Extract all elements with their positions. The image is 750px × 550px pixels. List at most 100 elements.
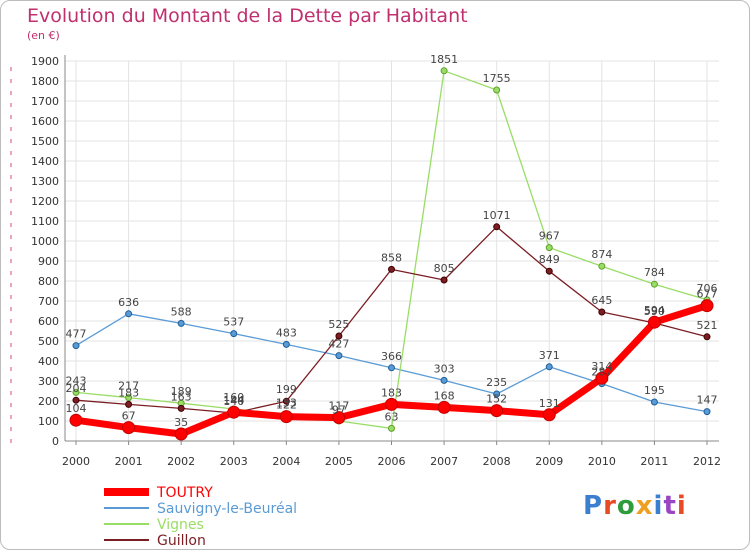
logo-letter: o [616, 491, 636, 521]
data-label: 1071 [483, 209, 511, 222]
data-label: 152 [486, 393, 507, 406]
y-tick-label: 100 [38, 415, 59, 428]
data-label: 67 [122, 410, 136, 423]
data-label: 163 [171, 390, 192, 403]
data-label: 636 [118, 296, 139, 309]
data-label: 677 [697, 288, 718, 301]
data-label: 706 [697, 282, 718, 295]
data-label: 131 [539, 397, 560, 410]
y-tick-label: 1700 [31, 95, 59, 108]
data-label: 874 [591, 248, 612, 261]
data-label: 784 [644, 266, 665, 279]
data-label: 140 [223, 395, 244, 408]
data-point-vignes [493, 86, 501, 94]
y-tick-label: 400 [38, 355, 59, 368]
data-point-guillon [545, 267, 553, 275]
y-tick-label: 600 [38, 315, 59, 328]
data-point-toutry [385, 397, 398, 411]
data-label: 144 [223, 394, 244, 407]
logo-letter: t [663, 491, 677, 521]
data-point-toutry [542, 408, 556, 422]
data-point-sauvigny-le-beureal [545, 363, 553, 371]
data-point-vignes [440, 67, 448, 75]
x-tick-label: 2009 [535, 455, 563, 468]
chart-subtitle: (en €) [27, 29, 60, 42]
data-point-vignes [388, 424, 395, 432]
y-tick-label: 1500 [31, 135, 59, 148]
y-tick-label: 700 [38, 295, 59, 308]
data-label: 967 [539, 230, 560, 243]
data-point-vignes [545, 244, 553, 252]
data-point-toutry [69, 413, 83, 427]
data-point-sauvigny-le-beureal [650, 398, 658, 406]
data-label: 1851 [430, 53, 458, 66]
data-label: 525 [328, 318, 349, 331]
y-tick-label: 1300 [31, 175, 59, 188]
data-point-guillon [177, 404, 185, 412]
data-label: 122 [276, 399, 297, 412]
data-point-sauvigny-le-beureal [177, 319, 185, 327]
data-point-guillon [598, 308, 606, 316]
logo-letter: x [635, 491, 654, 521]
x-tick-label: 2001 [115, 455, 143, 468]
chart-title: Evolution du Montant de la Dette par Hab… [27, 5, 468, 27]
data-point-sauvigny-le-beureal [282, 340, 290, 348]
data-label: 199 [276, 383, 297, 396]
data-label: 189 [171, 385, 192, 398]
data-label: 427 [328, 338, 349, 351]
data-point-vignes [72, 388, 80, 396]
data-label: 537 [223, 316, 244, 329]
data-label: 805 [434, 262, 455, 275]
data-label: 183 [381, 386, 402, 399]
data-label: 477 [66, 328, 87, 341]
data-label: 117 [328, 400, 349, 413]
data-point-toutry [647, 315, 661, 329]
data-point-guillon [388, 265, 395, 273]
y-tick-label: 800 [38, 275, 59, 288]
data-label: 371 [539, 349, 560, 362]
data-point-sauvigny-le-beureal [493, 390, 501, 398]
x-tick-label: 2005 [325, 455, 353, 468]
legend-label-sauvigny-le-beureal: Sauvigny-le-Beuréal [157, 501, 297, 517]
y-tick-label: 1200 [31, 195, 59, 208]
y-tick-label: 900 [38, 255, 59, 268]
data-label: 217 [118, 380, 139, 393]
data-point-toutry [490, 404, 504, 418]
logo-letter: P [583, 491, 604, 521]
proxiti-logo: Proxiti [583, 491, 687, 521]
legend-label-guillon: Guillon [157, 533, 206, 549]
data-label: 645 [591, 294, 612, 307]
data-point-sauvigny-le-beureal [703, 408, 711, 416]
data-point-guillon [703, 333, 711, 341]
data-point-vignes [650, 280, 658, 288]
data-label: 235 [486, 376, 507, 389]
x-tick-label: 2010 [588, 455, 616, 468]
x-tick-label: 2000 [62, 455, 90, 468]
y-tick-label: 1800 [31, 75, 59, 88]
data-label: 147 [697, 394, 718, 407]
data-point-toutry [122, 421, 136, 435]
data-point-guillon [72, 396, 80, 404]
data-label: 133 [276, 396, 297, 409]
data-label: 168 [434, 389, 455, 402]
data-point-toutry [279, 410, 293, 424]
data-label: 594 [644, 304, 665, 317]
logo-letter: r [603, 491, 617, 521]
y-tick-label: 1900 [31, 55, 59, 68]
data-point-guillon [335, 332, 343, 340]
data-label: 588 [171, 305, 192, 318]
data-label: 483 [276, 326, 297, 339]
y-tick-label: 300 [38, 375, 59, 388]
data-point-guillon [440, 276, 448, 284]
data-point-guillon [125, 400, 133, 408]
data-label: 195 [644, 384, 665, 397]
x-tick-label: 2012 [693, 455, 721, 468]
legend-label-vignes: Vignes [157, 517, 204, 533]
x-tick-label: 2004 [272, 455, 300, 468]
x-tick-label: 2007 [430, 455, 458, 468]
y-tick-label: 200 [38, 395, 59, 408]
data-label: 858 [381, 251, 402, 264]
data-point-toutry [595, 371, 609, 385]
